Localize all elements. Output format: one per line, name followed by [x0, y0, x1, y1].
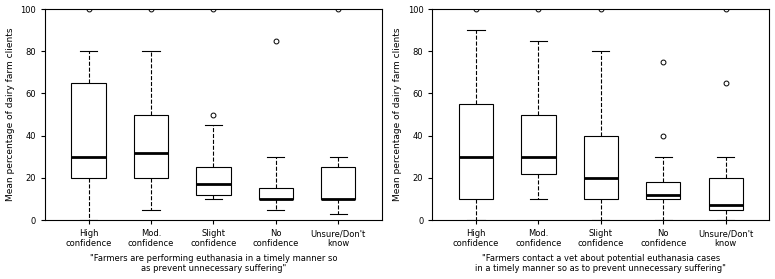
PathPatch shape	[134, 115, 168, 178]
Y-axis label: Mean percentage of dairy farm clients: Mean percentage of dairy farm clients	[5, 28, 15, 201]
X-axis label: "Farmers are performing euthanasia in a timely manner so
as prevent unnecessary : "Farmers are performing euthanasia in a …	[90, 254, 337, 273]
PathPatch shape	[71, 83, 105, 178]
PathPatch shape	[259, 188, 293, 199]
PathPatch shape	[646, 182, 680, 199]
Y-axis label: Mean percentage of dairy farm clients: Mean percentage of dairy farm clients	[393, 28, 402, 201]
PathPatch shape	[708, 178, 743, 210]
PathPatch shape	[321, 167, 356, 199]
PathPatch shape	[522, 115, 556, 174]
PathPatch shape	[196, 167, 231, 195]
PathPatch shape	[459, 104, 493, 199]
X-axis label: "Farmers contact a vet about potential euthanasia cases
in a timely manner so as: "Farmers contact a vet about potential e…	[476, 254, 726, 273]
PathPatch shape	[584, 136, 618, 199]
